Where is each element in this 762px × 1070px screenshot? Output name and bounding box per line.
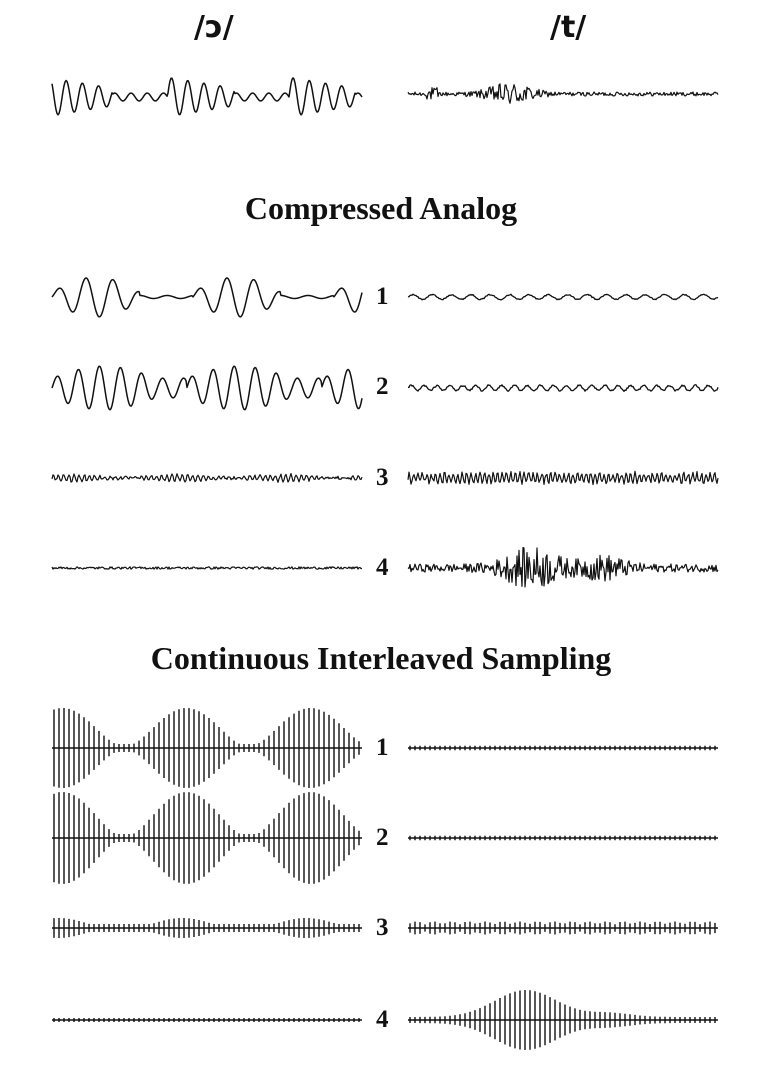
analog-consonant-ch1 [407,293,719,301]
analog-consonant-ch2 [407,384,719,392]
cis-channel-label-4: 4 [376,1006,389,1033]
cis-channel-label-1: 1 [376,734,389,761]
cis-channel-label-2: 2 [376,824,389,851]
analog-channel-label-1: 1 [376,283,389,310]
cis-vowel-ch2 [52,792,362,884]
cis-consonant-ch3 [408,921,718,935]
cis-vowel-ch3 [52,918,362,938]
consonant-header: /t/ [550,10,587,45]
analog-vowel-ch3 [51,472,363,483]
cis-consonant-ch1 [408,745,718,751]
original-vowel-waveform [51,77,363,116]
analog-vowel-ch2 [51,365,363,411]
analog-section-title: Compressed Analog [244,190,518,226]
analog-consonant-ch4 [407,546,719,588]
analog-vowel-ch1 [51,277,363,318]
analog-consonant-ch3 [407,470,719,486]
cis-channel-label-3: 3 [376,914,389,941]
analog-channel-label-2: 2 [376,373,389,400]
cis-consonant-ch2 [408,835,718,841]
original-consonant-waveform [407,83,719,104]
analog-channel-label-3: 3 [376,464,389,491]
cis-vowel-ch4 [52,1018,362,1022]
analog-channel-label-4: 4 [376,554,389,581]
vowel-header: /ɔ/ [194,10,234,45]
cis-consonant-ch4 [408,990,718,1050]
analog-vowel-ch4 [51,566,363,570]
cis-vowel-ch1 [52,708,362,788]
cis-section-title: Continuous Interleaved Sampling [150,640,612,676]
